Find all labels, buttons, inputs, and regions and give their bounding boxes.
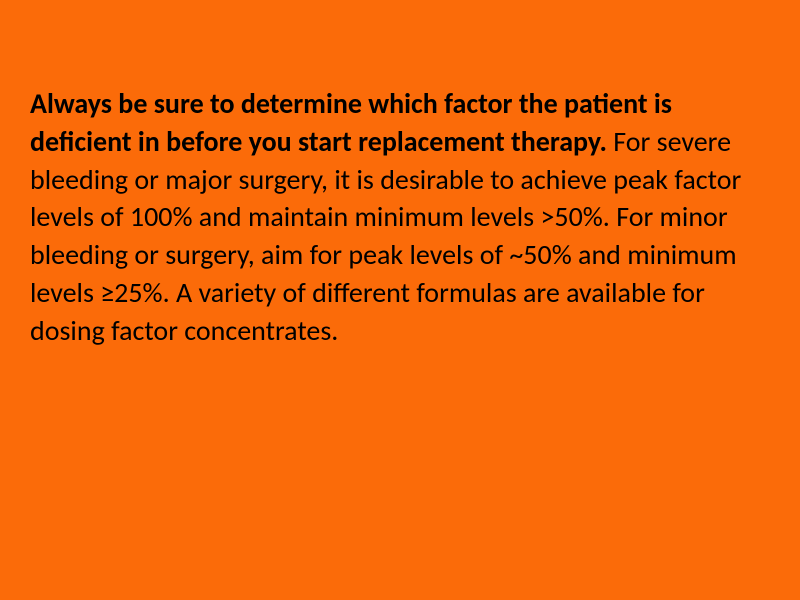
emphasis-text: Always be sure to determine which factor… [30, 86, 672, 159]
slide-body-text: Always be sure to determine which factor… [30, 85, 760, 350]
slide-container: Always be sure to determine which factor… [0, 0, 800, 600]
